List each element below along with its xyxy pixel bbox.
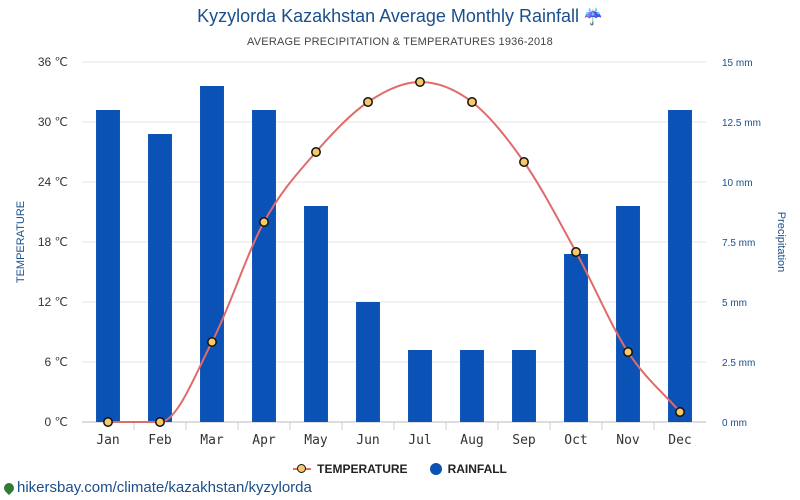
rainfall-bar [304,206,328,422]
rainfall-bar [252,110,276,422]
temperature-point [467,97,477,107]
temperature-point [415,77,425,87]
temperature-point [363,97,373,107]
x-tick-label: Jan [96,433,119,448]
footer-link[interactable]: hikersbay.com/climate/kazakhstan/kyzylor… [1,479,312,496]
y-left-tick-label: 24 ℃ [38,175,68,189]
legend-rainfall-label: RAINFALL [447,462,507,476]
rainfall-bar [616,206,640,422]
x-tick-label: Feb [148,433,172,448]
y-left-tick-label: 18 ℃ [38,235,68,249]
legend-item-temperature[interactable]: TEMPERATURE [293,462,408,476]
rainfall-bar [564,254,588,422]
legend-item-rainfall[interactable]: RAINFALL [429,462,507,476]
x-tick-label: Oct [564,433,587,448]
x-tick-label: Sep [512,433,536,448]
y-right-tick-label: 0 mm [722,418,747,429]
rainfall-bar [460,350,484,422]
rainfall-bar [96,110,120,422]
rainfall-bar [408,350,432,422]
y-right-tick-label: 5 mm [722,298,747,309]
y-right-tick-label: 7.5 mm [722,238,755,249]
x-tick-label: Nov [616,433,640,448]
y-left-tick-label: 30 ℃ [38,115,68,129]
temperature-point [623,347,633,357]
temperature-point [675,407,685,417]
y-left-tick-label: 6 ℃ [45,355,68,369]
rainfall-bar [200,86,224,422]
y-right-tick-label: 2.5 mm [722,358,755,369]
rainfall-bar [668,110,692,422]
x-tick-label: May [304,433,328,448]
chart-title-text: Kyzylorda Kazakhstan Average Monthly Rai… [197,6,579,26]
y-left-tick-label: 12 ℃ [38,295,68,309]
chart-subtitle: AVERAGE PRECIPITATION & TEMPERATURES 193… [247,36,553,48]
rainfall-bar [148,134,172,422]
chart-title: Kyzylorda Kazakhstan Average Monthly Rai… [0,6,800,27]
y-left-tick-label: 36 ℃ [38,55,68,69]
temperature-point [519,157,529,167]
temperature-point [155,417,165,427]
x-tick-label: Dec [668,433,691,448]
y-right-tick-label: 10 mm [722,178,753,189]
x-tick-label: Jun [356,433,379,448]
temperature-point [259,217,269,227]
x-tick-label: Jul [408,433,431,448]
umbrella-rain-icon: ☔ [582,9,603,26]
y-right-tick-label: 12.5 mm [722,118,761,129]
y-right-axis-title: Precipitation [775,212,787,273]
y-left-axis-title: TEMPERATURE [15,201,27,283]
temperature-point [571,247,581,257]
location-pin-icon [1,480,17,495]
climate-chart: 0 ℃ 0 mm 6 ℃ 2.5 mm 12 ℃ 5 mm 18 ℃ 7.5 mm 24 ℃ 10… [15,55,787,448]
x-tick-label: Mar [200,433,224,448]
y-right-tick-label: 15 mm [722,58,753,69]
legend-temperature-marker [293,464,312,474]
temperature-line [107,80,681,424]
temperature-point [103,417,113,427]
y-left-tick-label: 0 ℃ [45,415,68,429]
temperature-point [311,147,321,157]
chart-legend: TEMPERATURE RAINFALL [0,462,800,476]
x-tick-label: Aug [460,433,483,448]
rainfall-bar [356,302,380,422]
x-tick-label: Apr [252,433,276,448]
legend-rainfall-marker [429,463,442,475]
temperature-point [207,337,217,347]
rainfall-bar [512,350,536,422]
footer-url[interactable]: hikersbay.com/climate/kazakhstan/kyzylor… [17,479,312,496]
legend-temperature-label: TEMPERATURE [317,462,408,476]
